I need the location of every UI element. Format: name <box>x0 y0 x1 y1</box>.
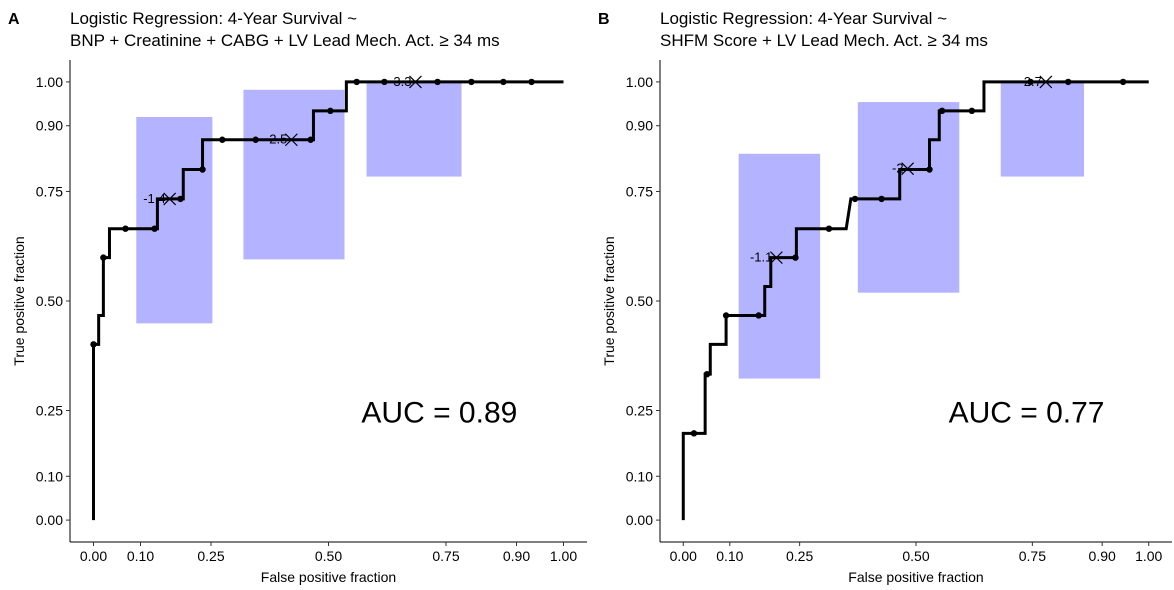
x-axis-label: False positive fraction <box>261 569 396 585</box>
roc-point <box>381 78 388 86</box>
roc-point <box>1027 78 1034 86</box>
roc-point <box>353 78 360 86</box>
roc-point <box>177 195 184 203</box>
y-tick-label: 0.00 <box>626 512 653 528</box>
threshold-label: -2 <box>892 161 904 176</box>
roc-point <box>1119 78 1127 86</box>
x-tick-label: 0.50 <box>315 548 342 564</box>
x-tick-label: 0.50 <box>902 548 929 564</box>
threshold-label: -1.1 <box>750 250 772 265</box>
threshold-marker <box>284 133 298 147</box>
roc-point <box>434 78 441 86</box>
threshold-label: -1.4 <box>143 191 165 206</box>
roc-curve <box>92 80 564 521</box>
auc-annotation: AUC = 0.77 <box>949 397 1105 430</box>
x-tick-label: 0.75 <box>432 548 459 564</box>
threshold-label: -2.7 <box>1019 74 1041 89</box>
y-tick-label: 0.75 <box>36 183 63 199</box>
roc-point <box>878 195 885 203</box>
y-tick-label: 0.00 <box>36 512 63 528</box>
x-tick-label: 0.00 <box>80 548 107 564</box>
roc-point <box>500 78 507 86</box>
x-tick-label: 0.75 <box>1019 548 1046 564</box>
roc-point <box>690 430 698 437</box>
y-tick-label: 1.00 <box>36 74 63 90</box>
roc-point <box>122 225 129 232</box>
confidence-box <box>1000 81 1085 177</box>
x-tick-label: 0.00 <box>670 548 697 564</box>
roc-point <box>755 312 762 319</box>
x-tick-label: 0.25 <box>786 548 813 564</box>
x-tick-label: 0.90 <box>503 548 530 564</box>
roc-point <box>938 107 946 115</box>
y-tick-label: 0.75 <box>626 183 653 199</box>
roc-point <box>100 254 107 261</box>
confidence-box <box>738 153 821 379</box>
y-tick-label: 0.90 <box>626 118 653 134</box>
confidence-box <box>366 81 462 177</box>
panel-label: B <box>598 11 610 28</box>
chart-title: Logistic Regression: 4-Year Survival ~ <box>70 9 357 28</box>
threshold-marker <box>901 162 915 176</box>
y-tick-label: 1.00 <box>626 74 653 90</box>
threshold-marker <box>163 192 177 206</box>
threshold-label: -2.5 <box>265 132 287 147</box>
y-tick-label: 0.25 <box>36 403 63 419</box>
roc-panel: B Logistic Regression: 4-Year Survival ~ S… <box>598 9 1172 585</box>
roc-point <box>851 195 859 203</box>
roc-point <box>307 136 314 143</box>
y-axis-label: True positive fraction <box>601 236 617 365</box>
roc-point <box>722 312 730 319</box>
x-tick-label: 1.00 <box>1135 548 1162 564</box>
confidence-box <box>243 89 345 260</box>
x-axis-label: False positive fraction <box>848 569 983 585</box>
roc-point <box>327 107 334 115</box>
threshold-marker <box>409 75 422 89</box>
roc-point <box>199 166 206 173</box>
roc-point <box>825 225 833 232</box>
y-tick-label: 0.10 <box>36 468 63 484</box>
roc-point <box>968 107 976 115</box>
roc-point <box>926 166 933 173</box>
y-tick-label: 0.50 <box>626 293 653 309</box>
x-tick-label: 0.90 <box>1089 548 1116 564</box>
y-tick-label: 0.90 <box>36 118 63 134</box>
roc-point <box>219 136 226 143</box>
roc-point <box>703 370 711 378</box>
roc-point <box>528 78 535 86</box>
y-tick-label: 0.50 <box>36 293 63 309</box>
chart-subtitle: BNP + Creatinine + CABG + LV Lead Mech. … <box>70 31 500 50</box>
roc-point <box>468 78 475 86</box>
roc-point <box>252 136 259 143</box>
chart-title: Logistic Regression: 4-Year Survival ~ <box>660 9 947 28</box>
threshold-label: -3.3 <box>389 74 411 89</box>
y-tick-label: 0.10 <box>626 468 653 484</box>
threshold-marker <box>769 251 783 265</box>
confidence-box <box>136 116 213 324</box>
roc-point <box>1065 78 1072 86</box>
confidence-box <box>857 102 960 293</box>
roc-point <box>90 341 97 348</box>
x-tick-label: 0.10 <box>127 548 154 564</box>
roc-point <box>792 254 799 261</box>
auc-annotation: AUC = 0.89 <box>361 397 517 430</box>
panel-label: A <box>8 11 20 28</box>
x-tick-label: 0.25 <box>197 548 224 564</box>
x-tick-label: 0.10 <box>716 548 743 564</box>
threshold-marker <box>1039 75 1053 89</box>
y-axis-label: True positive fraction <box>11 236 27 365</box>
roc-point <box>151 225 158 232</box>
x-tick-label: 1.00 <box>550 548 577 564</box>
chart-subtitle: SHFM Score + LV Lead Mech. Act. ≥ 34 ms <box>660 31 988 50</box>
y-tick-label: 0.25 <box>626 403 653 419</box>
roc-panel: A Logistic Regression: 4-Year Survival ~ B… <box>8 9 587 585</box>
